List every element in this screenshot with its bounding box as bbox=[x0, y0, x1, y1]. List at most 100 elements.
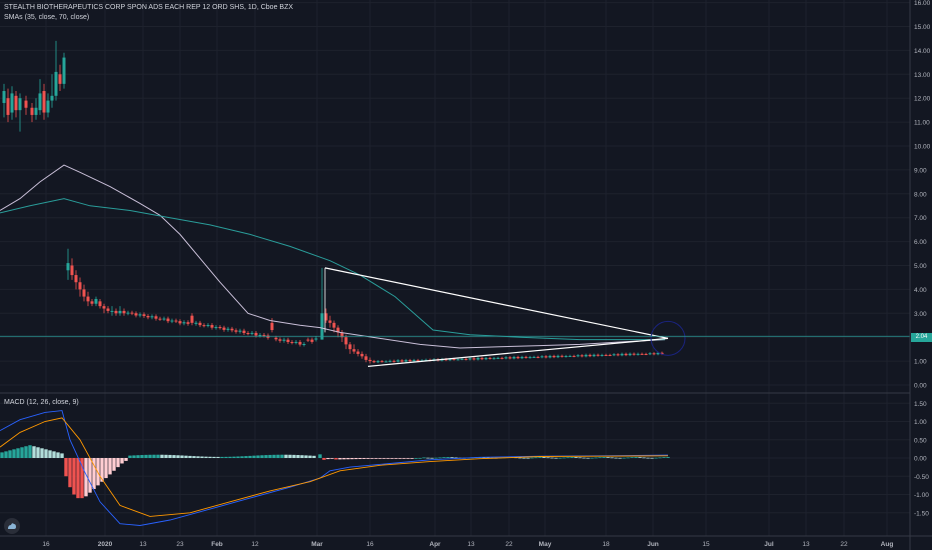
candle-body bbox=[2, 91, 6, 103]
candle-body bbox=[82, 289, 86, 297]
histogram-bar bbox=[642, 457, 646, 459]
candle-body bbox=[134, 313, 138, 316]
macd-axis: 1.50 1.00 0.50 0.00 -0.50 -1.00 -1.50 bbox=[914, 401, 929, 518]
price-tick-label: 3.00 bbox=[914, 311, 927, 318]
time-tick-label: Mar bbox=[311, 541, 323, 548]
histogram-bar bbox=[338, 458, 342, 460]
tradingview-logo-icon[interactable] bbox=[4, 518, 20, 534]
macd-tick-label: 0.50 bbox=[914, 437, 927, 444]
time-tick-label: Jul bbox=[764, 541, 774, 548]
histogram-bar bbox=[140, 455, 144, 458]
macd-indicator-label[interactable]: MACD (12, 26, close, 9) bbox=[4, 399, 79, 406]
candle-body bbox=[166, 318, 170, 322]
price-tick-label: 12.00 bbox=[914, 96, 931, 103]
candle-body bbox=[548, 355, 552, 358]
candle-body bbox=[126, 312, 130, 314]
histogram-bar bbox=[318, 454, 322, 458]
histogram-bar bbox=[20, 447, 24, 458]
candle-body bbox=[286, 339, 290, 343]
upper-trendline[interactable] bbox=[324, 267, 669, 339]
histogram-bar bbox=[192, 456, 196, 458]
histogram-bar bbox=[212, 456, 216, 458]
histogram-bar bbox=[32, 446, 36, 458]
histogram-bar bbox=[60, 453, 64, 458]
histogram-bar bbox=[156, 454, 160, 458]
histogram-bar bbox=[410, 458, 414, 459]
histogram-bar bbox=[354, 458, 358, 460]
candle-body bbox=[540, 356, 544, 358]
symbol-title: STEALTH BIOTHERAPEUTICS CORP SPON ADS EA… bbox=[4, 4, 294, 11]
time-tick-label: 22 bbox=[840, 541, 848, 548]
candle-body bbox=[452, 359, 456, 361]
histogram-bar bbox=[530, 457, 534, 459]
candle-body bbox=[656, 352, 660, 355]
candle-body bbox=[396, 360, 400, 362]
histogram-bar bbox=[184, 455, 188, 458]
time-tick-label: Aug bbox=[881, 541, 894, 548]
lower-trendline[interactable] bbox=[367, 337, 669, 367]
candle-body bbox=[174, 320, 178, 322]
histogram-bar bbox=[562, 457, 566, 459]
candle-body bbox=[50, 95, 54, 101]
candle-body bbox=[476, 357, 480, 360]
histogram-bar bbox=[72, 458, 76, 495]
candle-body bbox=[190, 315, 194, 323]
candle-body bbox=[242, 330, 246, 334]
histogram-bar bbox=[308, 455, 312, 458]
histogram-bar bbox=[128, 455, 132, 458]
candle-body bbox=[70, 265, 74, 276]
candle-body bbox=[6, 98, 10, 115]
macd-tick-label: -1.00 bbox=[914, 492, 929, 499]
candle-body bbox=[368, 359, 372, 362]
candle-body bbox=[568, 355, 572, 357]
histogram-bar bbox=[342, 458, 346, 460]
triangle-pattern-drawing bbox=[324, 267, 669, 367]
histogram-bar bbox=[268, 454, 272, 458]
histogram-bar bbox=[292, 454, 296, 458]
candle-body bbox=[30, 107, 34, 115]
candle-body bbox=[34, 107, 38, 115]
histogram-bar bbox=[418, 457, 422, 459]
candle-body bbox=[62, 57, 66, 84]
candle-body bbox=[206, 325, 210, 327]
price-tick-label: 5.00 bbox=[914, 263, 927, 270]
candle-body bbox=[596, 354, 600, 356]
histogram-bar bbox=[426, 457, 430, 459]
histogram-bar bbox=[116, 458, 120, 468]
histogram-bar bbox=[358, 458, 362, 460]
candle-body bbox=[340, 332, 344, 338]
histogram-bar bbox=[534, 457, 538, 459]
histogram-bar bbox=[406, 458, 410, 459]
histogram-bar bbox=[434, 457, 438, 459]
histogram-bar bbox=[196, 456, 200, 458]
candle-body bbox=[576, 355, 580, 357]
candle-body bbox=[42, 91, 46, 113]
histogram-bar bbox=[438, 457, 442, 459]
histogram-bar bbox=[296, 455, 300, 458]
sma-indicator-label[interactable]: SMAs (35, close, 70, close) bbox=[4, 14, 90, 21]
histogram-bar bbox=[0, 452, 4, 458]
candle-body bbox=[250, 332, 254, 334]
histogram-bar bbox=[48, 450, 52, 458]
signal-line bbox=[0, 417, 669, 517]
histogram-bar bbox=[200, 456, 204, 458]
histogram-bar bbox=[370, 458, 374, 459]
candle-body bbox=[230, 328, 234, 331]
candle-body bbox=[46, 100, 50, 113]
histogram-bar bbox=[350, 458, 354, 460]
histogram-bar bbox=[346, 458, 350, 460]
histogram-bar bbox=[662, 457, 666, 458]
histogram-bar bbox=[248, 455, 252, 458]
candle-body bbox=[608, 354, 612, 356]
histogram-bar bbox=[422, 457, 426, 459]
histogram-bar bbox=[304, 455, 308, 458]
macd-tick-label: -1.50 bbox=[914, 510, 929, 517]
candle-body bbox=[532, 356, 536, 358]
candle-body bbox=[592, 354, 596, 357]
candle-body bbox=[484, 357, 488, 360]
candle-body bbox=[644, 353, 648, 355]
price-tick-label: 6.00 bbox=[914, 239, 927, 246]
candle-body bbox=[584, 354, 588, 357]
candle-body bbox=[416, 360, 420, 362]
